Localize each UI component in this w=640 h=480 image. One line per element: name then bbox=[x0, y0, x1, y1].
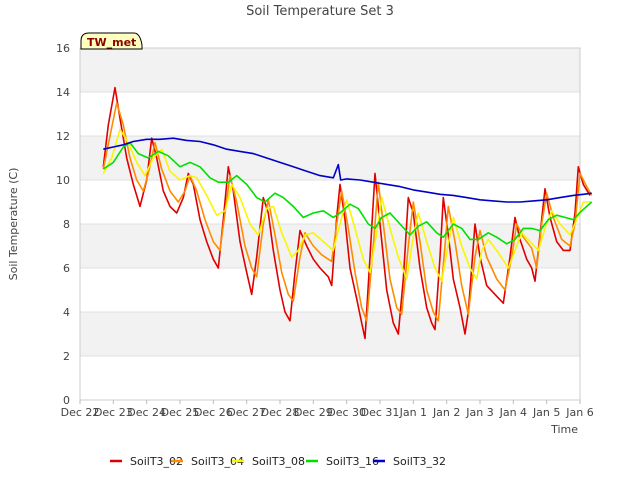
grid-band bbox=[80, 224, 580, 268]
series-line-SoilT3_32 bbox=[103, 137, 592, 203]
y-tick-label: 4 bbox=[63, 306, 70, 319]
y-tick-label: 0 bbox=[63, 394, 70, 407]
legend-item-SoilT3_08: SoilT3_08 bbox=[232, 455, 305, 468]
site-badge: TW_met bbox=[80, 32, 143, 50]
y-axis-label: Soil Temperature (C) bbox=[7, 168, 20, 281]
x-tick-label: Dec 31 bbox=[361, 406, 400, 419]
legend-label: SoilT3_02 bbox=[130, 455, 183, 468]
y-tick-label: 6 bbox=[63, 262, 70, 275]
badge-box bbox=[80, 32, 143, 50]
grid-bands bbox=[80, 48, 580, 356]
y-tick-label: 12 bbox=[56, 130, 70, 143]
x-tick-label: Dec 28 bbox=[261, 406, 300, 419]
legend: SoilT3_02 SoilT3_04 SoilT3_08 SoilT3_16 Soil… bbox=[110, 455, 446, 468]
series-line-SoilT3_04 bbox=[102, 102, 593, 322]
x-tick-label: Dec 25 bbox=[161, 406, 200, 419]
badge-label: TW_met bbox=[87, 36, 136, 49]
series-line-SoilT3_16 bbox=[102, 141, 593, 245]
x-tick-label: Dec 29 bbox=[294, 406, 333, 419]
plot-border bbox=[79, 47, 581, 401]
legend-item-SoilT3_16: SoilT3_16 bbox=[306, 455, 379, 468]
legend-label: SoilT3_16 bbox=[326, 455, 379, 468]
x-tick-label: Jan 2 bbox=[432, 406, 460, 419]
legend-label: SoilT3_04 bbox=[191, 455, 244, 468]
y-tick-label: 16 bbox=[56, 42, 70, 55]
legend-item-SoilT3_04: SoilT3_04 bbox=[171, 455, 244, 468]
y-axis: 0 2 4 6 8 10 12 14 16 bbox=[56, 42, 70, 407]
grid-band bbox=[80, 312, 580, 356]
y-tick-label: 14 bbox=[56, 86, 70, 99]
chart-title: Soil Temperature Set 3 bbox=[246, 4, 394, 19]
x-tick-label: Dec 30 bbox=[327, 406, 366, 419]
x-tick-label: Dec 27 bbox=[227, 406, 266, 419]
y-tick-label: 10 bbox=[56, 174, 70, 187]
legend-item-SoilT3_32: SoilT3_32 bbox=[373, 455, 446, 468]
y-tick-label: 2 bbox=[63, 350, 70, 363]
x-tick-label: Jan 1 bbox=[399, 406, 427, 419]
legend-item-SoilT3_02: SoilT3_02 bbox=[110, 455, 183, 468]
x-tick-label: Dec 24 bbox=[127, 406, 166, 419]
x-tick-label: Dec 26 bbox=[194, 406, 233, 419]
legend-label: SoilT3_08 bbox=[252, 455, 305, 468]
x-tick-label: Dec 22 bbox=[61, 406, 100, 419]
series-line-SoilT3_08 bbox=[102, 128, 592, 283]
x-tick-label: Jan 4 bbox=[499, 406, 527, 419]
grid-band bbox=[80, 48, 580, 92]
x-tick-label: Jan 6 bbox=[565, 406, 593, 419]
x-axis-label: Time bbox=[550, 423, 578, 436]
x-tick-label: Jan 5 bbox=[532, 406, 560, 419]
series-lines bbox=[102, 86, 593, 340]
y-tick-label: 8 bbox=[63, 218, 70, 231]
x-tick-label: Dec 23 bbox=[94, 406, 133, 419]
x-tick-label: Jan 3 bbox=[465, 406, 493, 419]
legend-label: SoilT3_32 bbox=[393, 455, 446, 468]
